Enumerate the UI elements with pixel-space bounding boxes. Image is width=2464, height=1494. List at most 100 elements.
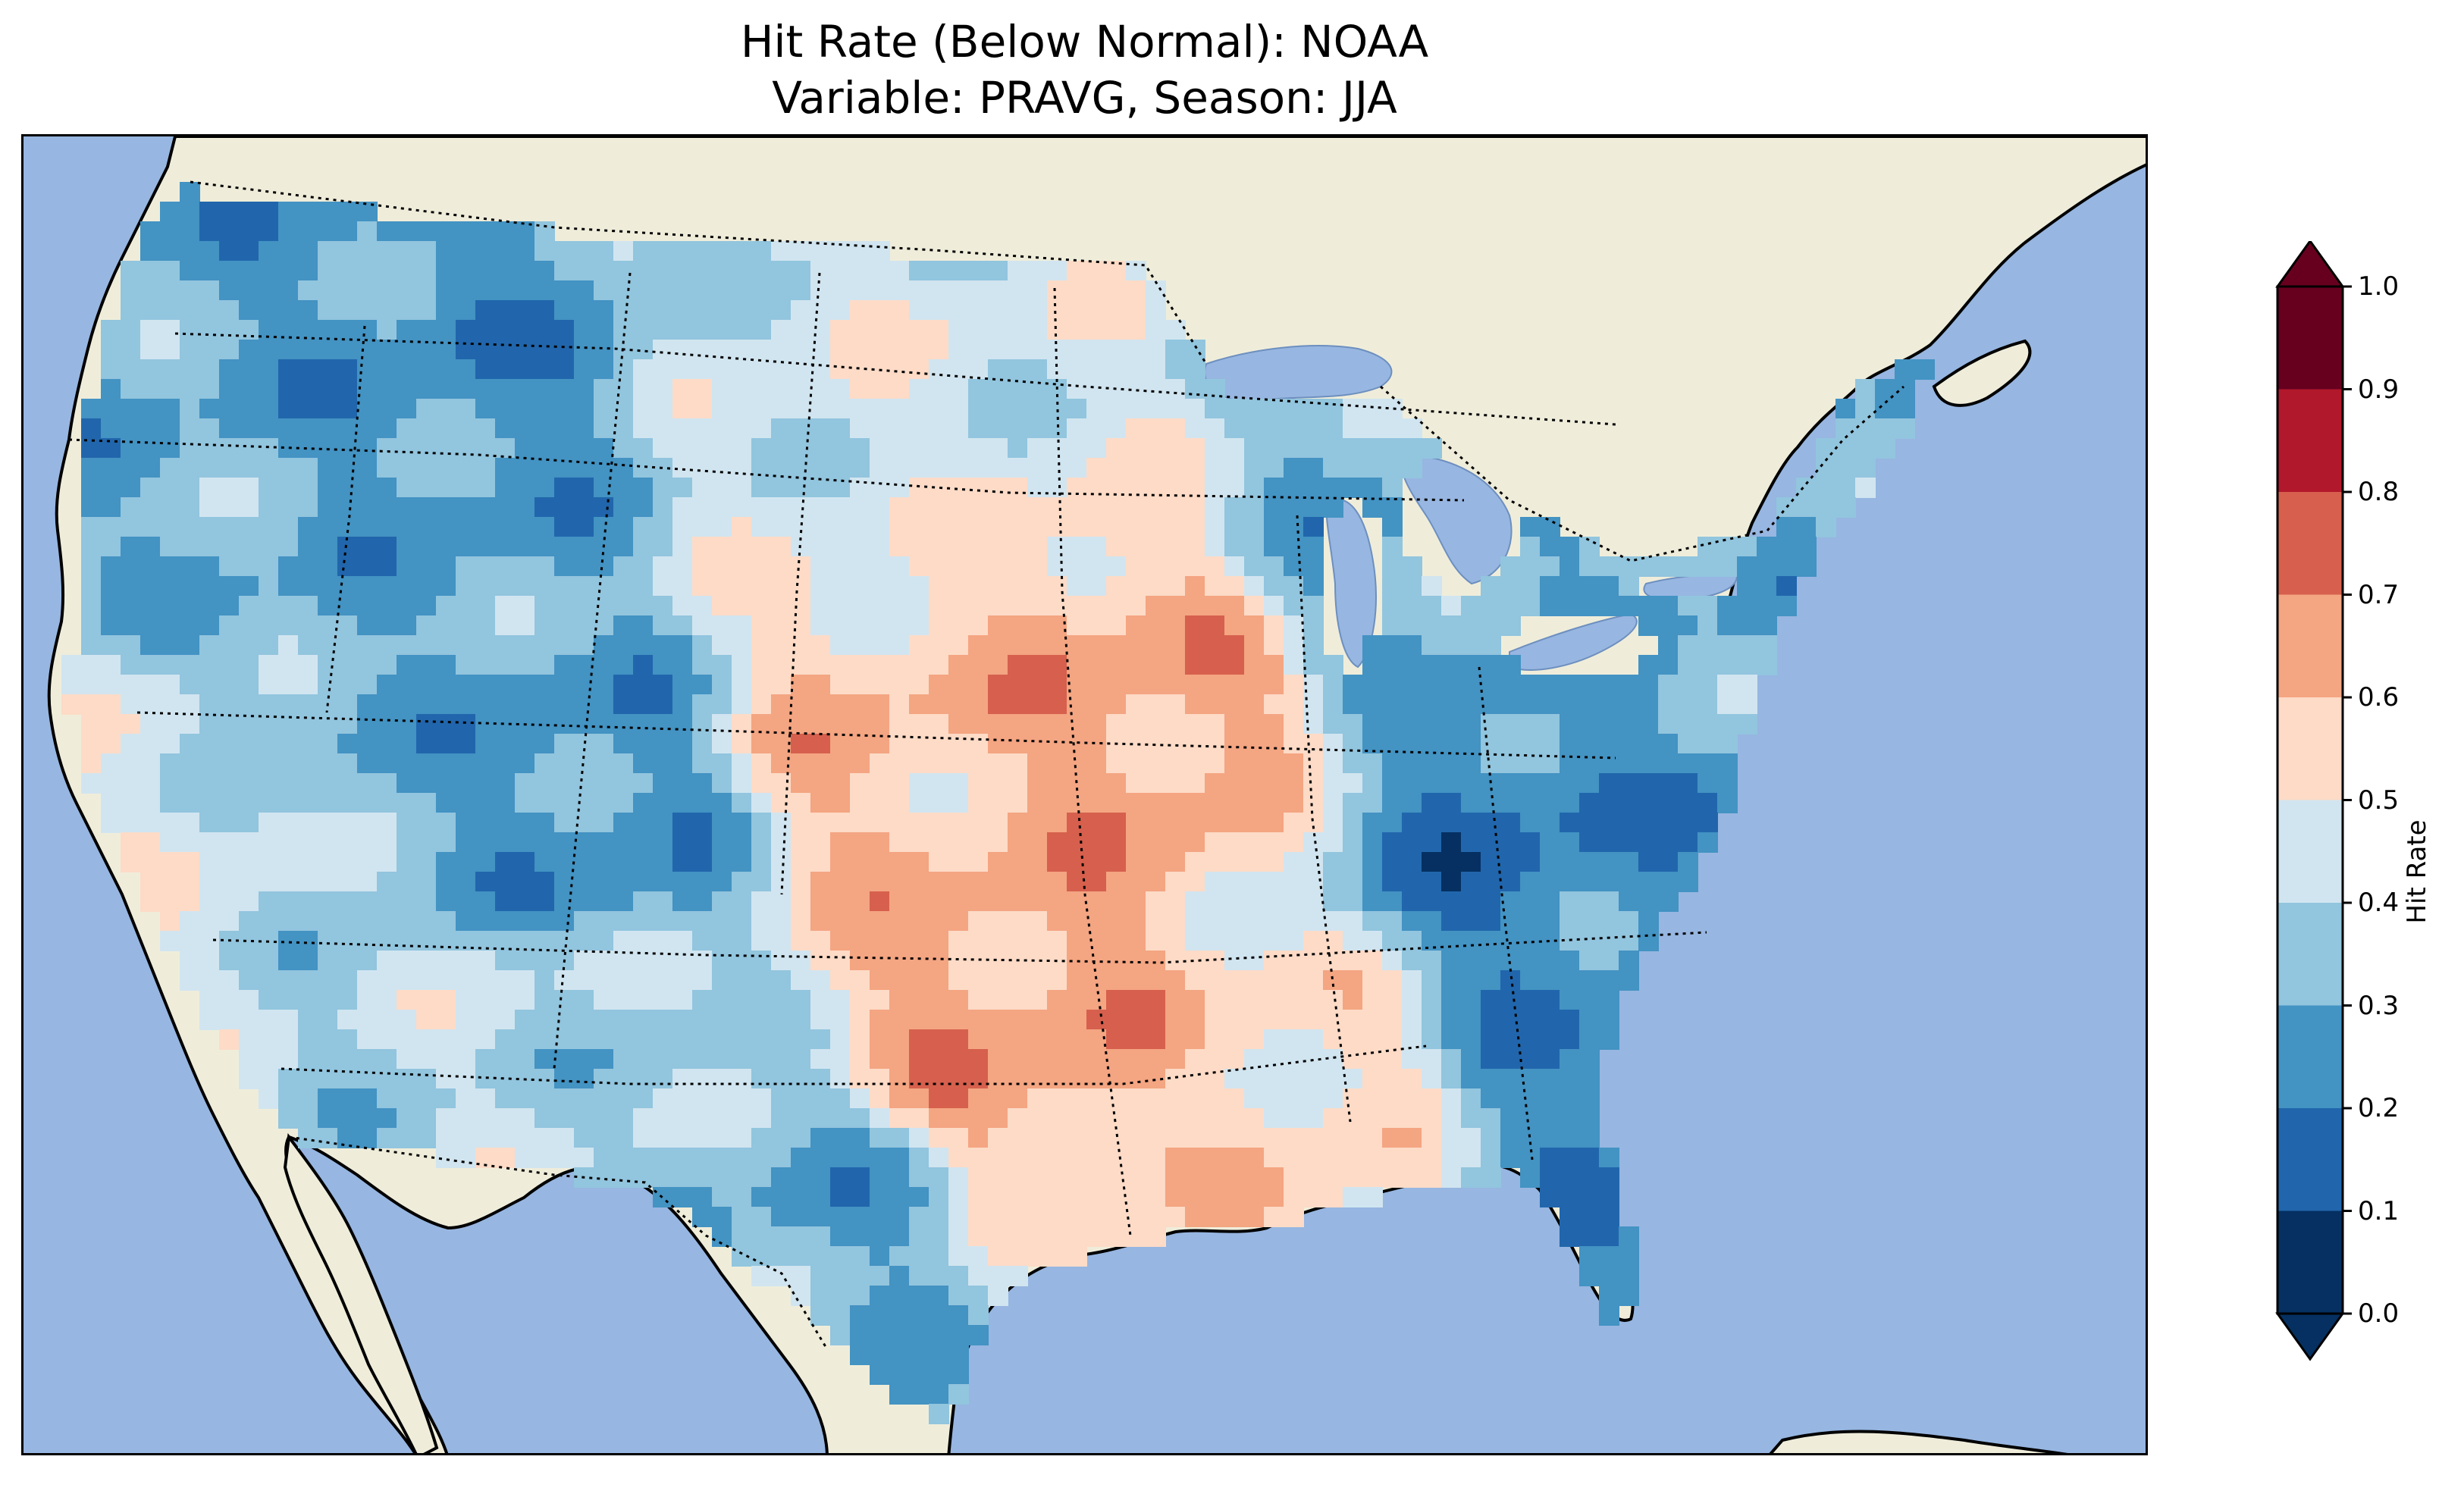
- heat-cell: [534, 340, 555, 360]
- heat-cell: [1047, 852, 1067, 872]
- heat-cell: [1678, 655, 1698, 675]
- heat-cell: [909, 537, 929, 557]
- heat-cell: [337, 753, 358, 774]
- heat-cell: [219, 911, 240, 932]
- heat-cell: [988, 951, 1008, 971]
- heat-cell: [1244, 418, 1265, 439]
- heat-cell: [199, 438, 220, 459]
- heat-cell: [1402, 753, 1422, 774]
- heat-cell: [1067, 931, 1087, 951]
- heat-cell: [929, 911, 949, 932]
- heat-cell: [613, 1029, 634, 1050]
- heat-cell: [1264, 1128, 1284, 1148]
- heat-cell: [1481, 694, 1501, 715]
- heat-cell: [554, 596, 575, 616]
- heat-cell: [929, 576, 949, 597]
- heat-cell: [1126, 1148, 1146, 1168]
- heat-cell: [298, 891, 318, 912]
- heat-cell: [791, 340, 811, 360]
- heat-cell: [791, 1029, 811, 1050]
- heat-cell: [1343, 1010, 1363, 1030]
- heat-cell: [1461, 773, 1481, 794]
- heat-cell: [1165, 852, 1186, 872]
- heat-cell: [909, 773, 929, 794]
- heat-cell: [889, 891, 910, 912]
- heat-cell: [988, 714, 1008, 734]
- heat-cell: [1540, 852, 1560, 872]
- heat-cell: [1560, 773, 1580, 794]
- heat-cell: [1126, 990, 1146, 1010]
- heat-cell: [1402, 911, 1422, 932]
- heat-cell: [850, 1305, 870, 1326]
- heat-cell: [850, 458, 870, 478]
- heat-cell: [1047, 675, 1067, 695]
- heat-cell: [1185, 773, 1205, 794]
- heat-cell: [219, 694, 240, 715]
- heat-cell: [751, 359, 772, 380]
- colorbar-bin: [2277, 594, 2343, 697]
- heat-cell: [239, 655, 259, 675]
- heat-cell: [1560, 872, 1580, 892]
- heat-cell: [948, 615, 969, 636]
- heat-cell: [672, 655, 693, 675]
- heat-cell: [1047, 1167, 1067, 1188]
- heat-cell: [633, 773, 654, 794]
- heat-cell: [1185, 675, 1205, 695]
- heat-cell: [475, 675, 496, 695]
- heat-cell: [1560, 714, 1580, 734]
- heat-cell: [1067, 1069, 1087, 1089]
- heat-cell: [732, 970, 752, 991]
- heat-cell: [948, 1246, 969, 1267]
- heat-cell: [259, 694, 279, 715]
- heat-cell: [1382, 1049, 1403, 1070]
- heat-cell: [1422, 1010, 1442, 1030]
- heat-cell: [416, 793, 437, 813]
- heat-cell: [1500, 832, 1521, 853]
- heat-cell: [1362, 1069, 1383, 1089]
- heat-cell: [1481, 1128, 1501, 1148]
- heat-cell: [1757, 596, 1777, 616]
- heat-cell: [199, 576, 220, 597]
- heat-cell: [101, 714, 121, 734]
- heat-cell: [968, 872, 989, 892]
- heat-cell: [692, 951, 713, 971]
- heat-cell: [416, 872, 437, 892]
- heat-cell: [416, 694, 437, 715]
- heat-cell: [909, 813, 929, 833]
- heat-cell: [712, 793, 732, 813]
- heat-cell: [1875, 438, 1895, 459]
- heat-cell: [199, 655, 220, 675]
- heat-cell: [1165, 438, 1186, 459]
- heat-cell: [771, 1108, 792, 1129]
- heat-cell: [929, 537, 949, 557]
- heat-cell: [239, 379, 259, 399]
- heat-cell: [259, 655, 279, 675]
- heat-cell: [495, 635, 516, 656]
- heat-cell: [1540, 1108, 1560, 1129]
- heat-cell: [337, 931, 358, 951]
- heat-cell: [1835, 438, 1856, 459]
- heat-cell: [1303, 458, 1324, 478]
- heat-cell: [1224, 714, 1245, 734]
- colorbar-bin: [2277, 1005, 2343, 1108]
- heat-cell: [633, 615, 654, 636]
- heat-cell: [456, 418, 476, 439]
- heat-cell: [1382, 911, 1403, 932]
- heat-cell: [357, 359, 378, 380]
- heat-cell: [692, 832, 713, 853]
- heat-cell: [1086, 458, 1107, 478]
- heat-cell: [278, 852, 299, 872]
- heat-cell: [672, 734, 693, 754]
- heat-cell: [929, 517, 949, 537]
- heat-cell: [1284, 970, 1304, 991]
- heat-cell: [534, 497, 555, 518]
- heat-cell: [397, 497, 417, 518]
- heat-cell: [889, 734, 910, 754]
- heat-cell: [751, 497, 772, 518]
- heat-cell: [495, 694, 516, 715]
- heat-cell: [1185, 1148, 1205, 1168]
- heat-cell: [948, 1128, 969, 1148]
- heat-cell: [397, 221, 417, 242]
- heat-cell: [1855, 418, 1876, 439]
- heat-cell: [1126, 872, 1146, 892]
